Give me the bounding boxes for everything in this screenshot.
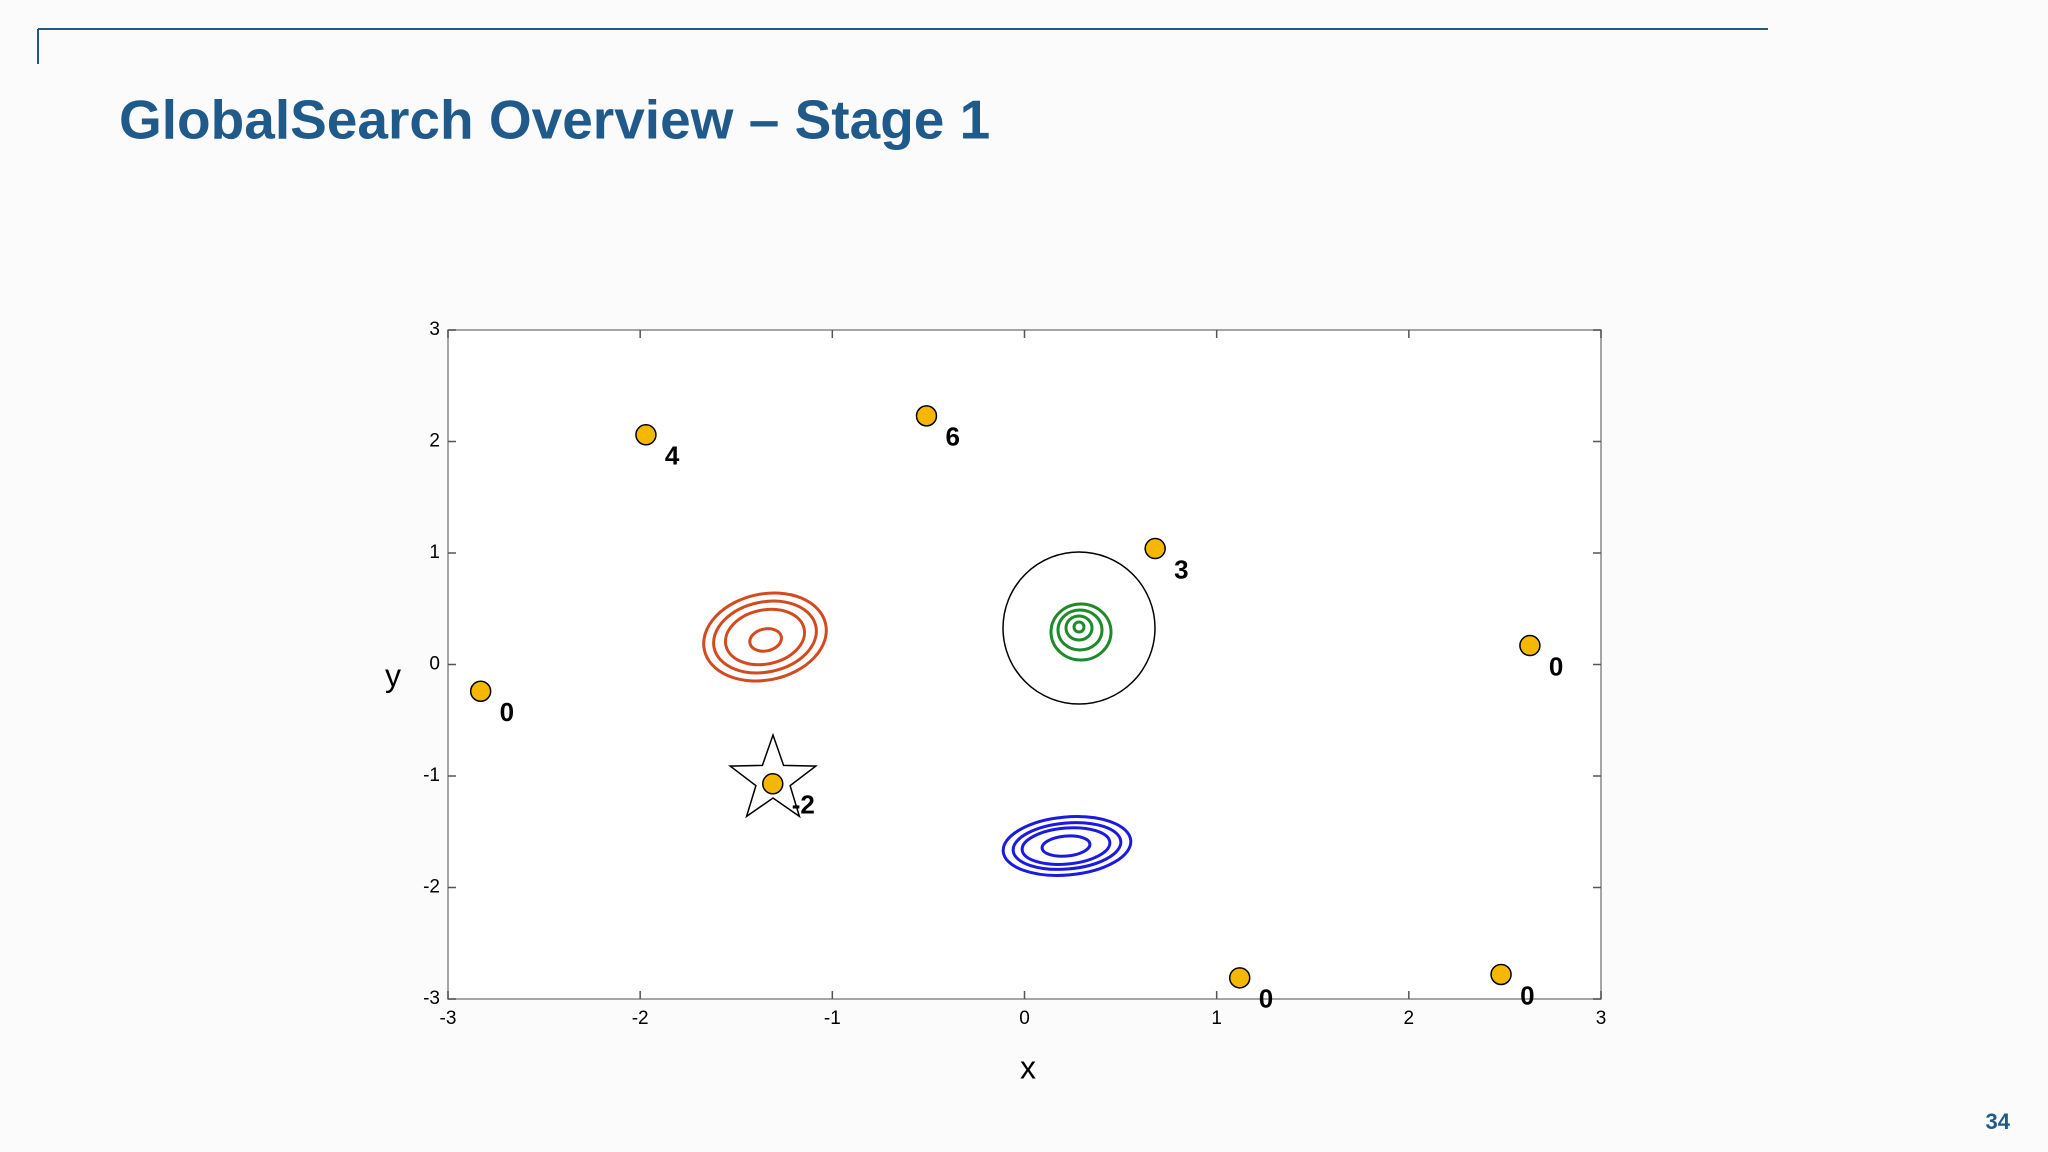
x-tick-label: 0 bbox=[1019, 1008, 1030, 1029]
start-point bbox=[1490, 963, 1512, 986]
start-point bbox=[1228, 967, 1251, 989]
y-tick-label: 0 bbox=[429, 654, 440, 675]
x-tick-label: 3 bbox=[1596, 1008, 1607, 1029]
start-point bbox=[635, 424, 657, 446]
green-contours bbox=[1049, 602, 1113, 662]
start-point bbox=[1519, 634, 1541, 657]
y-axis-label: y bbox=[385, 657, 401, 693]
y-tick-label: 1 bbox=[429, 542, 440, 563]
x-tick-label: -1 bbox=[824, 1008, 841, 1029]
y-tick-label: -2 bbox=[423, 877, 440, 898]
point-label: 4 bbox=[665, 441, 680, 471]
y-tick-label: -1 bbox=[423, 765, 440, 786]
x-tick-label: 1 bbox=[1211, 1008, 1222, 1029]
red-contours bbox=[702, 591, 828, 683]
basin-circle bbox=[1002, 551, 1156, 705]
point-label: 0 bbox=[1259, 984, 1273, 1014]
plot-area bbox=[447, 329, 1602, 1000]
x-tick-label: 2 bbox=[1404, 1008, 1415, 1029]
point-label: 6 bbox=[945, 422, 959, 452]
page-number: 34 bbox=[1986, 1109, 2011, 1134]
blue-contours bbox=[1001, 815, 1133, 877]
start-point bbox=[469, 680, 492, 703]
point-label: -2 bbox=[792, 790, 815, 820]
x-axis-label: x bbox=[1020, 1049, 1036, 1085]
point-label: 3 bbox=[1174, 554, 1188, 584]
start-point bbox=[1144, 537, 1166, 560]
best-point-star bbox=[728, 732, 818, 819]
start-point bbox=[762, 773, 784, 795]
point-label: 0 bbox=[1549, 651, 1563, 681]
y-tick-label: -3 bbox=[423, 988, 440, 1009]
slide-title: GlobalSearch Overview – Stage 1 bbox=[119, 89, 990, 151]
start-point bbox=[915, 405, 938, 427]
x-tick-label: -2 bbox=[632, 1008, 649, 1029]
point-label: 0 bbox=[1520, 980, 1534, 1010]
x-tick-label: -3 bbox=[440, 1008, 457, 1029]
y-tick-label: 3 bbox=[429, 319, 440, 340]
point-label: 0 bbox=[500, 697, 514, 727]
y-tick-label: 2 bbox=[429, 431, 440, 452]
